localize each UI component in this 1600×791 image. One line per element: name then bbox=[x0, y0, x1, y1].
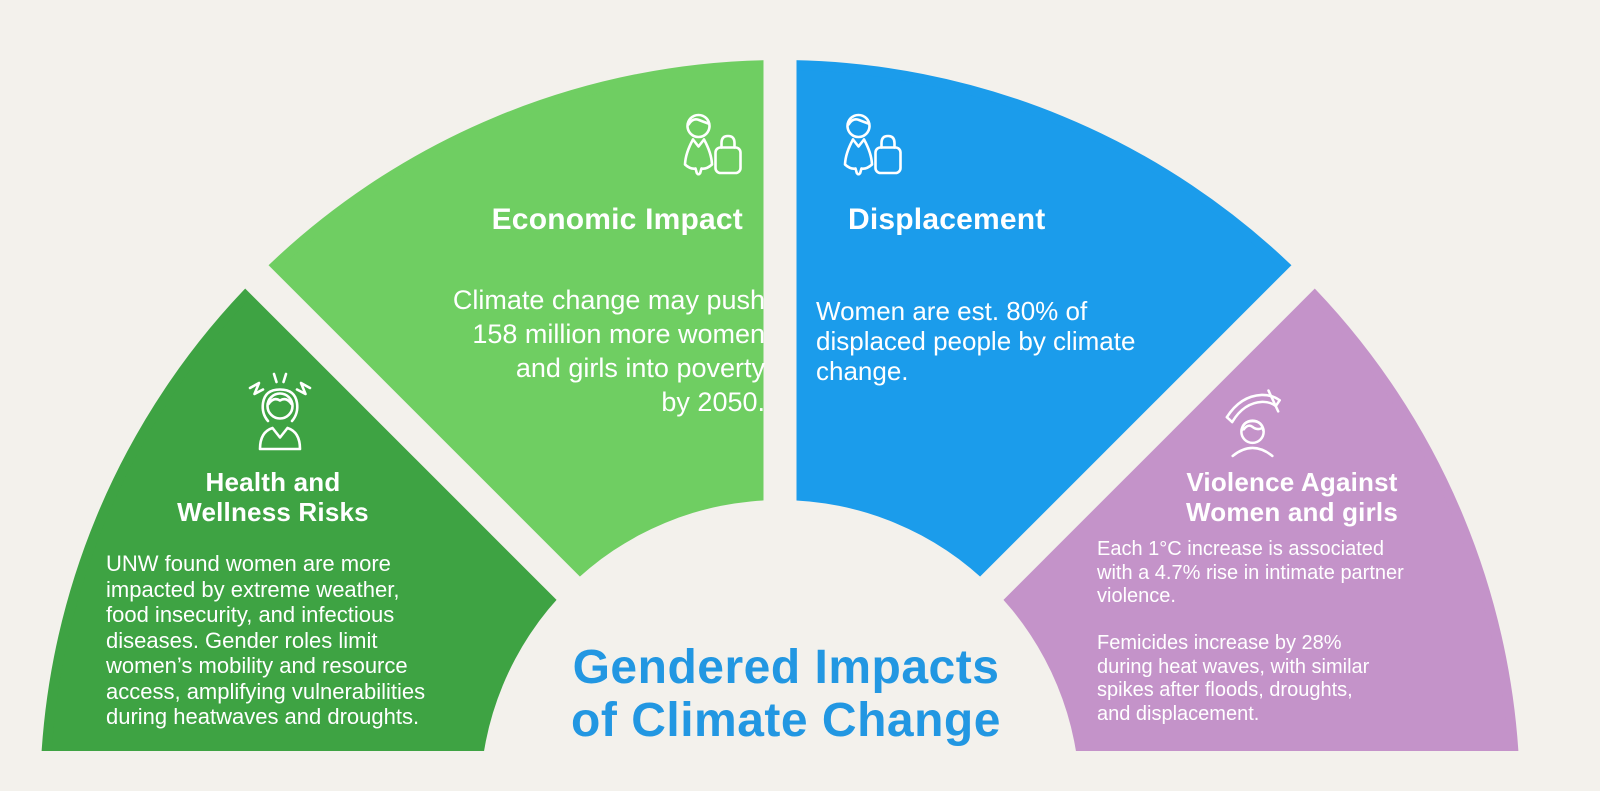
economic-section-body: Climate change may push 158 million more… bbox=[452, 285, 765, 417]
displacement-section-title: Displacement bbox=[848, 203, 1046, 236]
violence-section-body: Each 1°C increase is associated with a 4… bbox=[1097, 538, 1404, 725]
displacement-section-body: Women are est. 80% of displaced people b… bbox=[816, 296, 1136, 386]
page-title: Gendered Impacts of Climate Change bbox=[571, 641, 1001, 747]
health-section-title: Health and Wellness Risks bbox=[177, 467, 369, 527]
woman-with-shopping-bag-icon bbox=[834, 112, 902, 184]
health-section-body: UNW found women are more impacted by ext… bbox=[106, 551, 426, 729]
bottom-mask bbox=[0, 751, 1600, 791]
inner-circle-mask bbox=[480, 500, 1080, 791]
violence-section-title: Violence Against Women and girls bbox=[1186, 467, 1398, 527]
stressed-woman-icon bbox=[238, 369, 322, 459]
economic-section-title: Economic Impact bbox=[491, 203, 743, 236]
woman-under-threat-icon bbox=[1222, 389, 1284, 459]
woman-with-shopping-bag-icon bbox=[674, 112, 742, 184]
